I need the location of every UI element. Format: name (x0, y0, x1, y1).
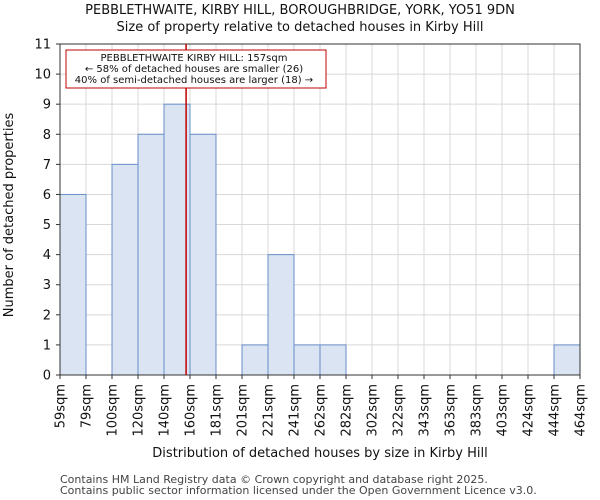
bar (553, 344, 581, 376)
y-tick-label: 2 (43, 308, 51, 323)
bar (59, 193, 87, 376)
x-tick-label: 302sqm (366, 384, 381, 437)
x-tick-label: 140sqm (158, 384, 173, 437)
x-tick-label: 363sqm (444, 384, 459, 437)
x-tick-label: 464sqm (574, 384, 589, 437)
x-tick-label: 100sqm (106, 384, 121, 437)
x-tick-label: 282sqm (340, 384, 355, 437)
y-tick-label: 8 (43, 128, 51, 143)
bar (293, 344, 321, 376)
x-tick-label: 424sqm (522, 384, 537, 437)
y-axis-title: Number of detached properties (2, 113, 17, 318)
plot-frame (59, 43, 581, 376)
bar (267, 254, 295, 376)
annotation-line-1: PEBBLETHWAITE KIRBY HILL: 157sqm (101, 53, 288, 64)
y-tick-label: 1 (43, 338, 51, 353)
x-tick-label: 322sqm (392, 384, 407, 437)
chart-title: PEBBLETHWAITE, KIRBY HILL, BOROUGHBRIDGE… (85, 3, 515, 18)
x-tick-label: 160sqm (184, 384, 199, 437)
y-tick-label: 7 (43, 158, 51, 173)
y-tick-label: 0 (43, 369, 51, 384)
annotation-box: PEBBLETHWAITE KIRBY HILL: 157sqm ← 58% o… (65, 49, 327, 89)
x-tick-label: 444sqm (548, 384, 563, 437)
x-tick-label: 221sqm (262, 384, 277, 437)
y-tick-label: 10 (34, 68, 51, 83)
footer-line-2: Contains public sector information licen… (60, 484, 537, 497)
x-tick-label: 201sqm (236, 384, 251, 437)
x-axis-title: Distribution of detached houses by size … (152, 446, 487, 461)
x-tick-label: 343sqm (418, 384, 433, 437)
x-tick-label: 262sqm (314, 384, 329, 437)
x-tick-label: 383sqm (470, 384, 485, 437)
y-tick-label: 9 (43, 98, 51, 113)
chart-subtitle: Size of property relative to detached ho… (117, 20, 484, 35)
annotation-line-3: 40% of semi-detached houses are larger (… (75, 75, 313, 86)
bar (111, 163, 139, 376)
y-tick-label: 11 (34, 38, 51, 53)
annotation-line-2: ← 58% of detached houses are smaller (26… (85, 64, 303, 75)
x-axis-ticks: 59sqm 79sqm 100sqm 120sqm 140sqm 160sqm 181sqm… (54, 375, 589, 437)
footer-line-1: Contains HM Land Registry data © Crown c… (60, 473, 488, 486)
y-tick-label: 3 (43, 278, 51, 293)
bar (319, 344, 347, 376)
y-tick-label: 4 (43, 248, 51, 263)
y-axis-ticks: 0 1 2 3 4 5 6 7 8 9 10 11 (34, 38, 60, 384)
x-tick-label: 79sqm (80, 384, 95, 428)
bars (59, 103, 581, 376)
x-tick-label: 241sqm (288, 384, 303, 437)
bar (189, 133, 217, 376)
x-tick-label: 59sqm (54, 384, 69, 428)
x-tick-label: 120sqm (132, 384, 147, 437)
y-tick-label: 5 (43, 218, 51, 233)
bar (241, 344, 269, 376)
bar (137, 133, 165, 376)
x-tick-label: 403sqm (496, 384, 511, 437)
y-tick-label: 6 (43, 188, 51, 203)
x-tick-label: 181sqm (210, 384, 225, 437)
